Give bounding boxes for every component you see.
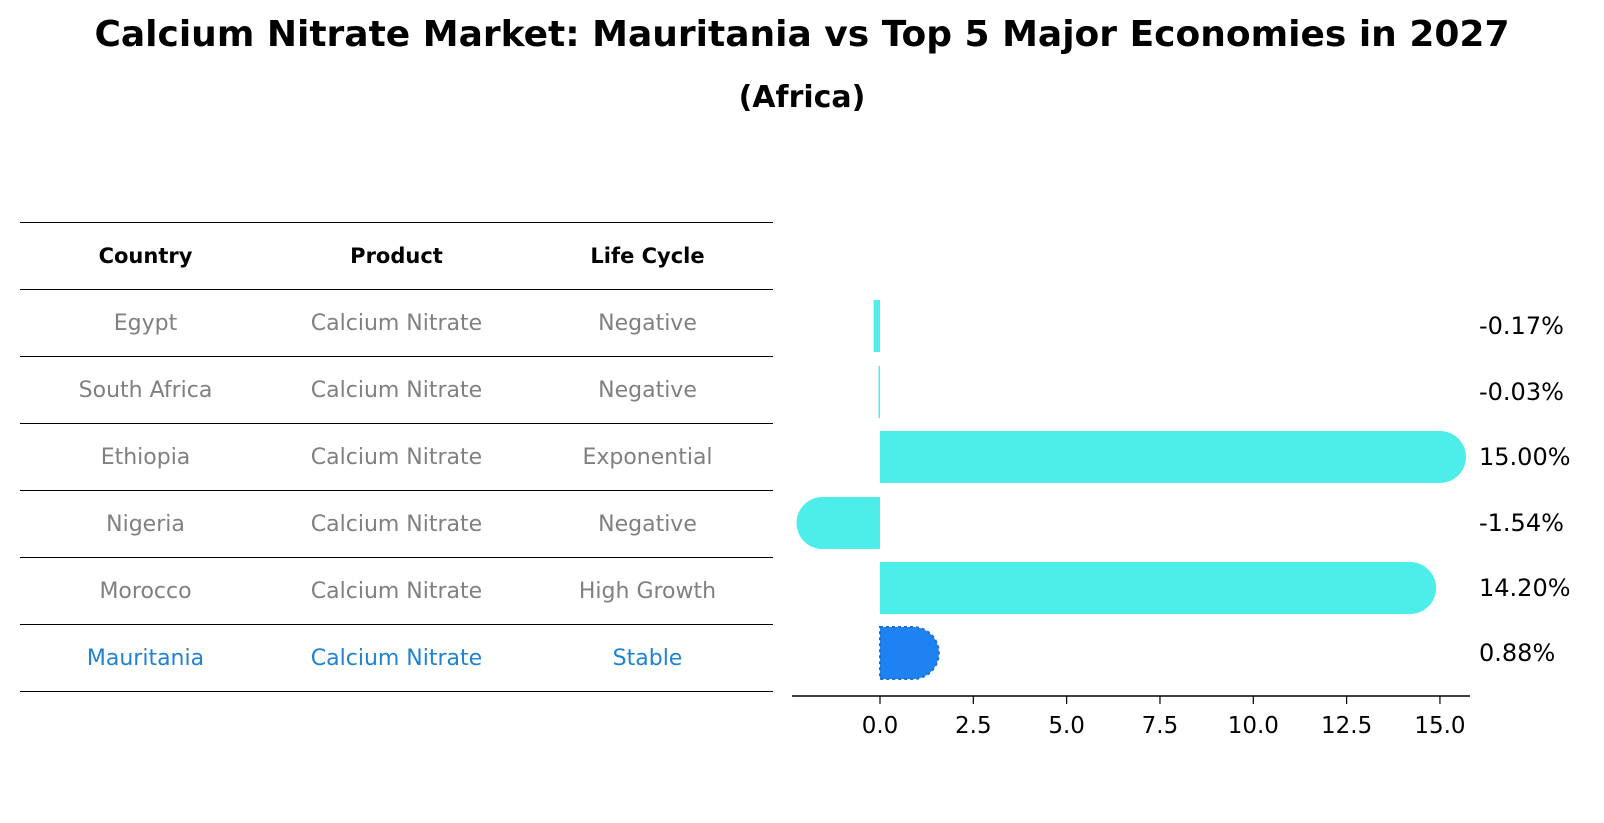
table-row: Egypt Calcium Nitrate Negative — [20, 289, 773, 357]
x-tick-label: 0.0 — [862, 713, 899, 739]
data-label: 14.20% — [1479, 574, 1571, 602]
bar-ethiopia — [880, 431, 1466, 483]
data-label: -0.03% — [1479, 378, 1564, 406]
cell-product: Calcium Nitrate — [271, 490, 522, 558]
bar-south-africa — [878, 366, 880, 418]
chart-title: Calcium Nitrate Market: Mauritania vs To… — [94, 14, 1510, 55]
data-label: 15.00% — [1479, 443, 1571, 471]
cell-country: Mauritania — [20, 624, 271, 692]
header-country: Country — [20, 222, 271, 290]
data-label: 0.88% — [1479, 639, 1555, 667]
cell-country: Egypt — [20, 289, 271, 357]
cell-country: Morocco — [20, 557, 271, 625]
table-header-row: Country Product Life Cycle — [20, 222, 773, 290]
x-tick-label: 2.5 — [955, 713, 992, 739]
bar-egypt — [873, 300, 880, 352]
x-tick-label: 10.0 — [1228, 713, 1279, 739]
x-tick-label: 7.5 — [1142, 713, 1179, 739]
bar-nigeria — [796, 497, 880, 549]
cell-life-cycle: Negative — [522, 356, 773, 424]
bar-morocco — [880, 562, 1437, 614]
table-row: Ethiopia Calcium Nitrate Exponential — [20, 423, 773, 491]
cell-product: Calcium Nitrate — [271, 356, 522, 424]
data-label: -0.17% — [1479, 312, 1564, 340]
table-row: Nigeria Calcium Nitrate Negative — [20, 490, 773, 558]
cell-life-cycle: Exponential — [522, 423, 773, 491]
table-row: South Africa Calcium Nitrate Negative — [20, 356, 773, 424]
table-row: Morocco Calcium Nitrate High Growth — [20, 557, 773, 625]
bar-mauritania — [879, 626, 940, 680]
x-tick-label: 15.0 — [1414, 713, 1465, 739]
cell-life-cycle: High Growth — [522, 557, 773, 625]
data-table: Country Product Life Cycle Egypt Calcium… — [20, 222, 773, 692]
x-tick-label: 5.0 — [1048, 713, 1085, 739]
header-life-cycle: Life Cycle — [522, 222, 773, 290]
header-product: Product — [271, 222, 522, 290]
cell-product: Calcium Nitrate — [271, 557, 522, 625]
cell-product: Calcium Nitrate — [271, 423, 522, 491]
cell-country: Nigeria — [20, 490, 271, 558]
x-tick-label: 12.5 — [1321, 713, 1372, 739]
chart-subtitle: (Africa) — [738, 80, 866, 115]
cell-product: Calcium Nitrate — [271, 624, 522, 692]
table-row-highlighted: Mauritania Calcium Nitrate Stable — [20, 624, 773, 692]
cell-product: Calcium Nitrate — [271, 289, 522, 357]
cell-country: South Africa — [20, 356, 271, 424]
cell-life-cycle: Stable — [522, 624, 773, 692]
cell-life-cycle: Negative — [522, 490, 773, 558]
cell-life-cycle: Negative — [522, 289, 773, 357]
cell-country: Ethiopia — [20, 423, 271, 491]
data-label: -1.54% — [1479, 509, 1564, 537]
